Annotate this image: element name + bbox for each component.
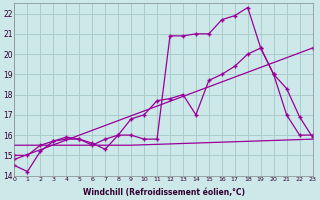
X-axis label: Windchill (Refroidissement éolien,°C): Windchill (Refroidissement éolien,°C)	[83, 188, 244, 197]
